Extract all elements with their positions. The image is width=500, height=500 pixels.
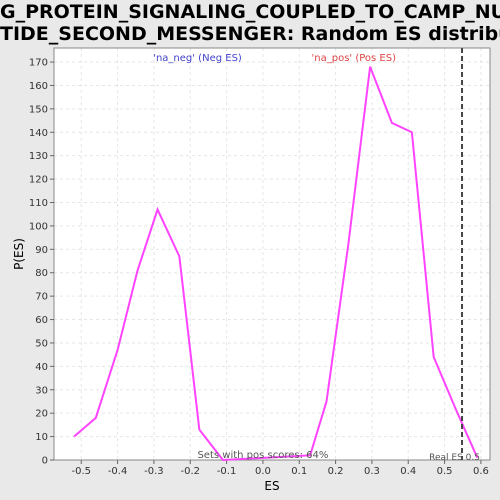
x-axis-label: ES <box>264 479 279 493</box>
y-tick-label: 100 <box>29 221 48 232</box>
grid-lines <box>54 48 490 461</box>
y-tick-label: 50 <box>35 338 48 349</box>
y-tick-label: 40 <box>35 362 48 373</box>
x-tick-label: 0.4 <box>400 466 416 477</box>
y-tick-label: 130 <box>29 151 48 162</box>
chart-title-line-1: G_PROTEIN_SIGNALING_COUPLED_TO_CAMP_NUCL… <box>0 1 500 23</box>
x-tick-label: 0.2 <box>328 466 344 477</box>
y-tick-label: 70 <box>35 292 48 303</box>
x-tick-label: 0.6 <box>473 466 489 477</box>
x-tick-label: 0.3 <box>364 466 380 477</box>
y-tick-label: 120 <box>29 175 48 186</box>
x-tick-label: -0.4 <box>108 466 128 477</box>
chart-title-line-2: TIDE_SECOND_MESSENGER: Random ES distrib… <box>0 23 500 45</box>
y-tick-label: 110 <box>29 198 48 209</box>
y-tick-label: 30 <box>35 385 48 396</box>
y-axis-ticks: 0 10 20 30 40 50 60 70 80 90 100 110 120 130 140 150 160… <box>29 58 54 467</box>
plot-area <box>54 48 490 460</box>
plot-border <box>53 47 491 461</box>
y-tick-label: 90 <box>35 245 48 256</box>
y-tick-label: 80 <box>35 268 48 279</box>
pos-es-label: 'na_pos' (Pos ES) <box>312 53 397 64</box>
x-tick-label: 0.5 <box>437 466 453 477</box>
y-tick-label: 170 <box>29 58 48 69</box>
x-tick-label: -0.3 <box>144 466 164 477</box>
neg-es-label: 'na_neg' (Neg ES) <box>153 53 242 64</box>
x-axis-ticks: -0.5 -0.4 -0.3 -0.2 -0.1 0.0 0.1 0.2 0.3 0.4 0.5 0.… <box>71 460 489 477</box>
x-tick-label: -0.1 <box>217 466 237 477</box>
axes <box>53 47 491 461</box>
chart-title: G_PROTEIN_SIGNALING_COUPLED_TO_CAMP_NUCL… <box>0 1 500 45</box>
x-tick-label: 0.0 <box>255 466 271 477</box>
pos-fraction-label: Sets with pos scores: 64% <box>197 450 328 461</box>
y-tick-label: 60 <box>35 315 48 326</box>
y-tick-label: 160 <box>29 81 48 92</box>
real-es-label: Real ES 0.5 <box>429 453 480 463</box>
x-tick-label: 0.1 <box>291 466 307 477</box>
x-tick-label: -0.5 <box>71 466 91 477</box>
series-line <box>73 66 479 462</box>
y-tick-label: 10 <box>35 432 48 443</box>
y-tick-label: 0 <box>42 456 48 467</box>
y-tick-label: 150 <box>29 104 48 115</box>
y-tick-label: 20 <box>35 409 48 420</box>
y-tick-label: 140 <box>29 128 48 139</box>
y-axis-label: P(ES) <box>12 238 26 270</box>
x-tick-label: -0.2 <box>180 466 200 477</box>
